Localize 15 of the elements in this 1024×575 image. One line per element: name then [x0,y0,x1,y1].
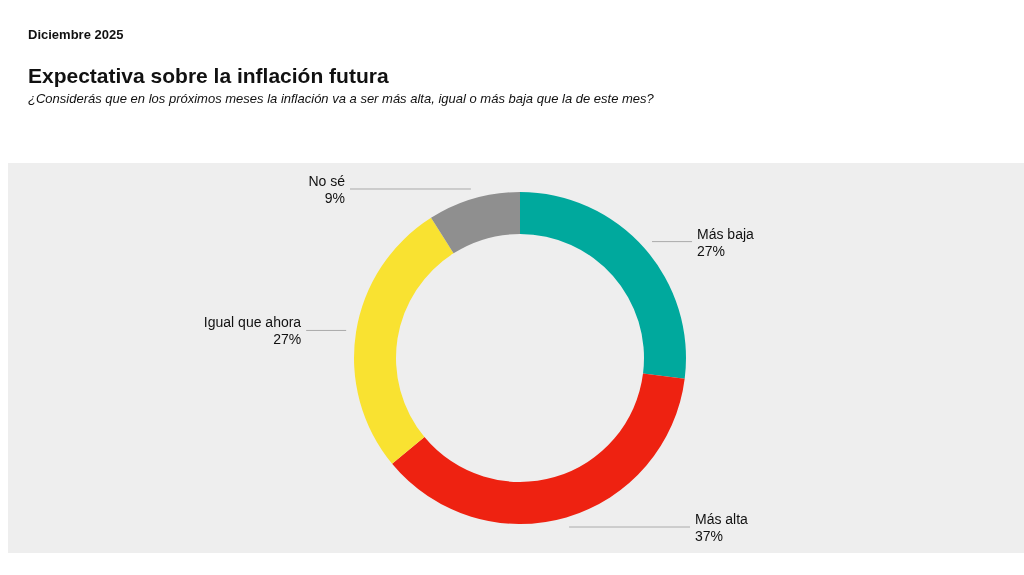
data-label: 27% [697,242,726,259]
slice-label: No sé [308,172,346,189]
data-label: 27% [273,331,302,348]
donut-slice [354,217,454,464]
slice-label: Más alta [695,511,749,528]
text: Diciembre 2025 [28,27,124,42]
data-label: 37% [695,528,724,545]
chart-title: Expectativa sobre la inflación futura [28,64,389,87]
data-label: 9% [324,189,345,206]
donut-slice [392,373,685,524]
donut-slice [520,192,686,379]
slice-label: Más baja [697,225,755,242]
chart-subtitle: ¿Considerás que en los próximos meses la inflación va a ser más alta, igual o más baja que la de este mes? [28,91,655,106]
slice-label: Igual que ahora [203,314,302,331]
donut-slice [431,192,520,254]
